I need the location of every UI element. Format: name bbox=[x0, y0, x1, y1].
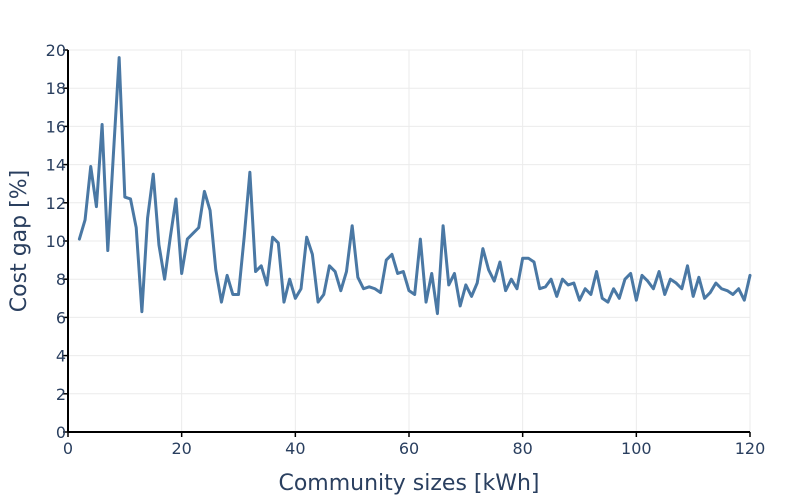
axes bbox=[63, 49, 751, 437]
y-tick-label: 20 bbox=[46, 41, 66, 60]
grid-lines bbox=[68, 49, 751, 432]
x-tick-label: 20 bbox=[171, 439, 191, 458]
y-tick-label: 6 bbox=[56, 308, 66, 327]
y-tick-label: 14 bbox=[46, 156, 66, 175]
series-line bbox=[77, 56, 752, 316]
y-tick-label: 12 bbox=[46, 194, 66, 213]
y-tick-label: 18 bbox=[46, 79, 66, 98]
x-tick-label: 40 bbox=[285, 439, 305, 458]
x-tick-label: 0 bbox=[63, 439, 73, 458]
y-tick-label: 8 bbox=[56, 270, 66, 289]
y-tick-label: 16 bbox=[46, 117, 66, 136]
x-tick-label: 100 bbox=[621, 439, 652, 458]
y-axis-title: Cost gap [%] bbox=[7, 170, 32, 312]
y-tick-label: 2 bbox=[56, 385, 66, 404]
x-tick-label: 60 bbox=[399, 439, 419, 458]
x-tick-label: 120 bbox=[735, 439, 766, 458]
y-tick-label: 4 bbox=[56, 347, 66, 366]
y-tick-label: 0 bbox=[56, 423, 66, 442]
y-tick-label: 10 bbox=[46, 232, 66, 251]
series-layer bbox=[77, 56, 752, 316]
x-axis-title: Community sizes [kWh] bbox=[278, 471, 539, 496]
tick-labels: 0 2 4 6 8 10 12 14 16 18 20 0 20 40 60 80 100 120 bbox=[46, 41, 766, 458]
x-tick-label: 80 bbox=[512, 439, 532, 458]
